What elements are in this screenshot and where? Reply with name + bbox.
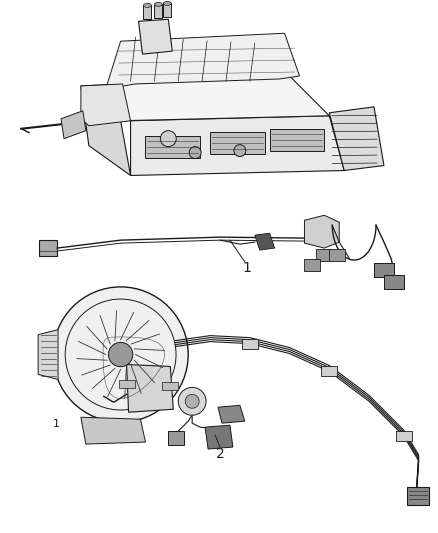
- Polygon shape: [81, 76, 329, 121]
- Polygon shape: [304, 215, 339, 248]
- Polygon shape: [106, 33, 300, 89]
- Bar: [39, 240, 57, 256]
- Bar: [270, 129, 324, 151]
- Polygon shape: [61, 111, 86, 139]
- Bar: [168, 431, 184, 445]
- Circle shape: [160, 131, 176, 147]
- Text: 2: 2: [215, 447, 224, 461]
- Circle shape: [234, 144, 246, 157]
- Circle shape: [185, 394, 199, 408]
- Polygon shape: [218, 405, 245, 423]
- Bar: [145, 136, 200, 158]
- Circle shape: [53, 287, 188, 422]
- Bar: [329, 249, 345, 261]
- Polygon shape: [81, 417, 145, 444]
- Ellipse shape: [144, 3, 152, 7]
- Polygon shape: [81, 86, 131, 175]
- Ellipse shape: [163, 2, 171, 5]
- Bar: [396, 431, 412, 441]
- Circle shape: [109, 342, 133, 367]
- Bar: [162, 382, 178, 390]
- Text: 1: 1: [242, 261, 251, 275]
- Ellipse shape: [155, 2, 162, 6]
- Bar: [304, 259, 320, 271]
- Circle shape: [178, 387, 206, 415]
- Polygon shape: [81, 84, 131, 126]
- Bar: [321, 367, 337, 376]
- Bar: [155, 4, 162, 18]
- Polygon shape: [131, 116, 344, 175]
- Bar: [163, 3, 171, 17]
- Polygon shape: [329, 107, 384, 171]
- Text: 1: 1: [53, 419, 60, 429]
- Bar: [384, 275, 404, 289]
- Bar: [407, 487, 429, 505]
- Bar: [144, 5, 152, 19]
- Polygon shape: [138, 19, 172, 54]
- Polygon shape: [127, 365, 173, 412]
- Bar: [210, 132, 265, 154]
- Bar: [119, 381, 134, 389]
- Bar: [374, 263, 394, 277]
- Bar: [242, 338, 258, 349]
- Polygon shape: [38, 330, 58, 379]
- Polygon shape: [205, 425, 233, 449]
- Circle shape: [189, 147, 201, 158]
- Polygon shape: [255, 233, 275, 250]
- Bar: [316, 249, 332, 261]
